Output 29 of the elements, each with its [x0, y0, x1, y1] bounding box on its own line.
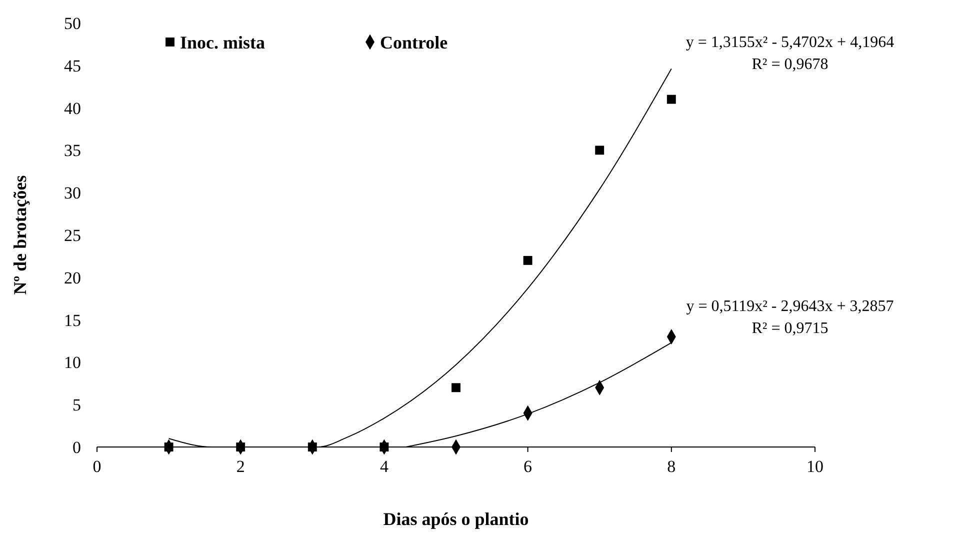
y-tick-label: 40: [64, 98, 81, 118]
y-tick-label: 35: [64, 141, 81, 160]
y-tick-label: 10: [64, 353, 81, 372]
annotation: y = 1,3155x² - 5,4702x + 4,1964: [686, 34, 894, 51]
y-tick-label: 25: [64, 226, 81, 245]
x-tick-label: 8: [667, 457, 676, 476]
y-tick-label: 30: [64, 184, 81, 203]
point: [595, 146, 604, 155]
x-tick-label: 4: [380, 457, 389, 476]
legend-label: Inoc. mista: [180, 32, 265, 52]
point: [666, 94, 676, 104]
point: [452, 383, 460, 392]
x-tick-label: 6: [524, 457, 532, 476]
annotation: R² = 0,9715: [752, 320, 828, 337]
y-tick-label: 5: [72, 396, 81, 415]
y-axis-title: Nº de brotações: [10, 175, 30, 295]
x-axis-title: Dias após o plantio: [383, 509, 529, 529]
y-tick-label: 50: [64, 14, 81, 33]
x-tick-label: 10: [806, 457, 824, 476]
y-tick-label: 20: [64, 268, 81, 288]
x-tick-label: 0: [92, 457, 102, 476]
y-tick-label: 45: [64, 56, 81, 76]
y-tick-label: 0: [72, 438, 81, 457]
y-tick-label: 15: [64, 310, 81, 330]
point: [523, 256, 532, 265]
legend-label: Controle: [380, 32, 448, 52]
annotation: R² = 0,9678: [752, 56, 828, 73]
x-tick-label: 2: [236, 457, 245, 476]
annotation: y = 0,5119x² - 2,9643x + 3,2857: [686, 298, 894, 315]
